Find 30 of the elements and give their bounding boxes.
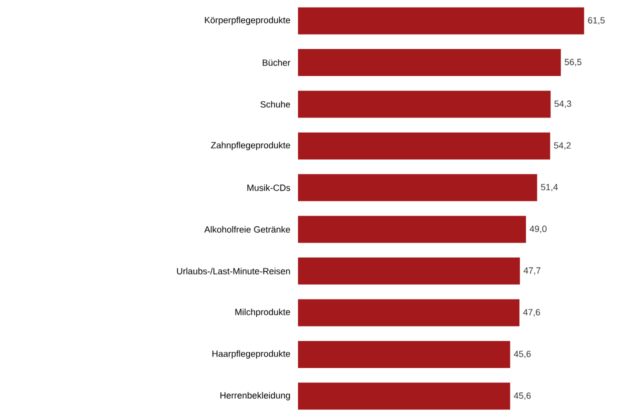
bar <box>298 174 538 202</box>
y-tick-label: Urlaubs-/Last-Minute-Reisen <box>177 268 290 274</box>
y-tick-label: Milchprodukte <box>235 308 290 317</box>
data-label: 45,6 <box>514 350 531 358</box>
bar <box>298 90 551 118</box>
data-label: 47,7 <box>524 267 540 275</box>
bar <box>298 340 510 368</box>
bar <box>298 258 520 285</box>
bar <box>298 216 526 243</box>
data-label: 54,3 <box>554 100 572 108</box>
y-tick-label: Bücher <box>262 59 290 66</box>
data-label: 54,2 <box>554 142 571 150</box>
y-tick-label: Zahnpflegeprodukte <box>211 142 290 150</box>
data-label: 56,5 <box>564 58 582 66</box>
bar <box>298 7 584 34</box>
data-label: 51,4 <box>541 184 558 192</box>
data-label: 49,0 <box>530 226 547 234</box>
y-tick-label: Körperpflegeprodukte <box>204 16 290 26</box>
y-tick-label: Haarpflegeprodukte <box>212 350 290 359</box>
y-tick-label: Schuhe <box>260 100 290 108</box>
bar <box>298 299 520 326</box>
data-label: 61,5 <box>588 17 605 25</box>
y-tick-label: Musik-CDs <box>247 184 290 191</box>
bar <box>298 49 561 76</box>
y-tick-label: Alkoholfreie Getränke <box>204 226 290 233</box>
data-label: 45,6 <box>514 392 531 400</box>
data-label: 47,6 <box>523 309 540 316</box>
bar <box>298 132 550 160</box>
y-tick-label: Herrenbekleidung <box>220 392 290 400</box>
bar <box>298 382 510 410</box>
